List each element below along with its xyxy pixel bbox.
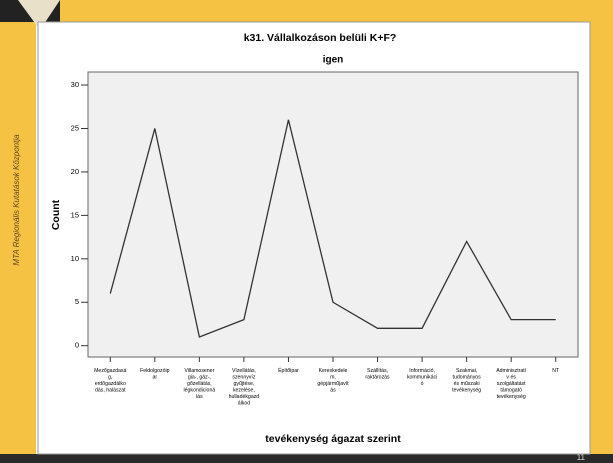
page-number: 11 (577, 453, 586, 462)
plot-area (87, 71, 579, 358)
x-axis-label: tevékenység ágazat szerint (265, 433, 401, 445)
x-tick-label: Feldolgozóip ar (140, 368, 170, 381)
x-tick-label: Építőipar (278, 367, 299, 374)
y-axis-label: Count (50, 199, 62, 230)
x-tick-label: Információ, kommunikáci ó (407, 368, 437, 387)
x-tick-label: Villamosener gia-, gáz-, gőzellátás, légkon… (183, 368, 215, 400)
left-band (0, 0, 36, 463)
x-tick-label: Kereskedele m, gépjárműjavít ás (317, 368, 349, 394)
y-tick-label: 5 (75, 297, 79, 306)
corner-arrow (18, 0, 60, 30)
x-tick-label: Szállítás, raktározás (365, 368, 390, 381)
x-tick-label: Mezőgazdasá g, erdőgazdálko dás, halászat (94, 368, 126, 394)
y-tick-label: 0 (75, 341, 79, 350)
y-tick-label: 10 (71, 254, 79, 263)
bottom-bar (0, 454, 613, 463)
right-band (590, 0, 613, 463)
x-tick-label: NT (552, 368, 560, 374)
x-tick-label: Adminisztratí v és szolgáltatást támogató te… (496, 368, 527, 400)
x-tick-label: Szakmai, tudományos és műszaki tevékenység (452, 368, 481, 394)
x-tick-label: Vízellátás, szennyvíz gyűjtése, kezelése, hu… (229, 368, 260, 407)
y-tick-label: 25 (71, 123, 79, 132)
y-tick-label: 20 (71, 167, 79, 176)
data-line (109, 119, 556, 338)
y-tick-label: 30 (71, 80, 79, 89)
y-tick-label: 15 (71, 210, 79, 219)
side-text: MTA Regionális Kutatások Központja (12, 134, 21, 266)
top-band (0, 0, 613, 22)
chart-subtitle: igen (323, 55, 344, 66)
chart-title: k31. Vállalkozáson belüli K+F? (244, 32, 397, 44)
